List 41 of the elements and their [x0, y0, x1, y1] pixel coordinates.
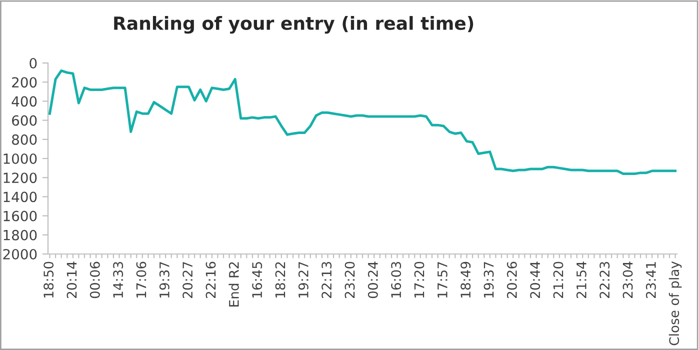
x-tick-label: 16:03 — [391, 262, 402, 298]
x-tick-label: 19:27 — [298, 262, 308, 298]
x-tick-label: 20:27 — [182, 262, 193, 298]
x-tick-label: 18:50 — [44, 262, 54, 298]
x-tick-label: 22:13 — [322, 262, 332, 298]
x-tick-label: 22:23 — [600, 262, 610, 298]
chart-title: Ranking of your entry (in real time) — [114, 16, 474, 34]
y-tick-label: 400 — [12, 96, 37, 107]
x-tick-label: 19:37 — [484, 262, 494, 298]
x-tick-label: 23:20 — [344, 262, 355, 298]
x-tick-label: 00:06 — [90, 262, 100, 298]
y-tick-label: 800 — [12, 134, 37, 145]
x-tick-label: 16:45 — [252, 262, 262, 298]
x-tick-label: 18:22 — [275, 262, 286, 298]
y-tick-label: 1600 — [4, 210, 37, 222]
y-tick-label: 1800 — [4, 230, 37, 240]
y-tick-label: 1000 — [4, 153, 37, 164]
x-tick-label: 21:20 — [553, 262, 564, 298]
x-tick-label: 20:26 — [506, 262, 517, 298]
x-tick-label: 23:04 — [622, 262, 633, 298]
x-tick-label: Close of play — [668, 261, 682, 346]
x-tick-label: 20:14 — [66, 262, 77, 298]
x-tick-label: 17:06 — [136, 262, 146, 298]
y-tick-label: 1400 — [4, 192, 37, 202]
x-tick-label: 18:49 — [460, 262, 471, 298]
y-tick-label: 200 — [12, 77, 37, 88]
x-tick-label: 21:54 — [576, 262, 586, 298]
x-tick-label: 00:24 — [368, 262, 378, 298]
x-tick-label: 23:41 — [646, 262, 656, 298]
y-tick-label: 1200 — [4, 172, 37, 184]
x-tick-label: 22:16 — [206, 262, 216, 298]
y-tick-label: 2000 — [3, 248, 37, 260]
line-series — [48, 69, 677, 176]
x-tick-label: 17:57 — [438, 262, 448, 298]
y-tick-label: 600 — [12, 115, 37, 126]
x-tick-label: End R2 — [228, 262, 239, 306]
x-tick-label: 19:37 — [159, 262, 170, 298]
x-tick-label: 14:33 — [113, 262, 124, 298]
x-tick-label: 20:44 — [530, 262, 540, 298]
y-tick-label: 0 — [30, 58, 37, 68]
x-tick-label: 17:20 — [414, 262, 424, 298]
